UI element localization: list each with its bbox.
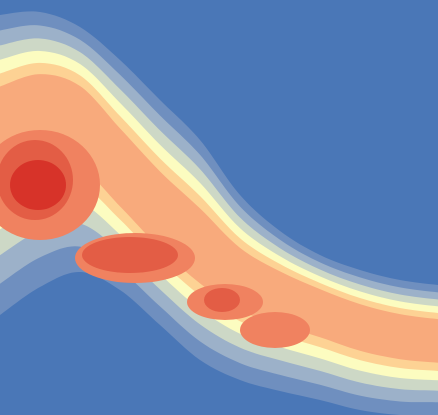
contour-peak	[240, 312, 310, 348]
contour-band	[0, 74, 438, 363]
contour-peak	[204, 288, 240, 312]
contour-peak	[10, 160, 66, 210]
contour-peak	[82, 237, 178, 273]
